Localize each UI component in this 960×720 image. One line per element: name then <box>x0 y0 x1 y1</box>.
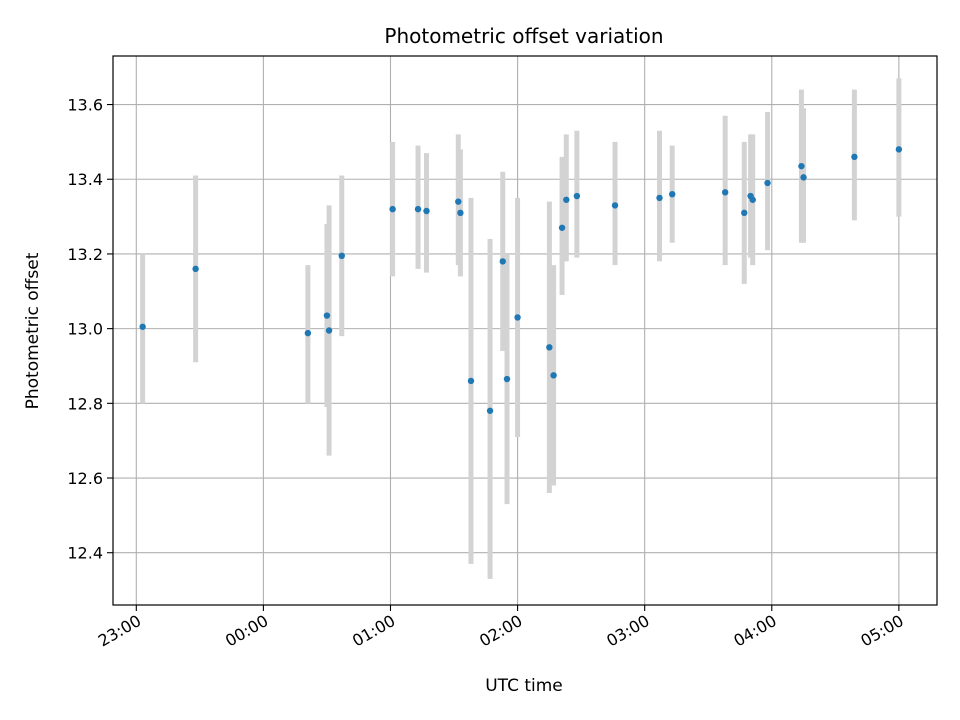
data-point <box>764 179 771 187</box>
chart-title: Photometric offset variation <box>384 24 663 48</box>
data-point <box>851 153 858 161</box>
data-point <box>749 196 756 203</box>
data-point <box>656 194 663 202</box>
data-point <box>486 407 494 414</box>
data-point <box>325 327 333 334</box>
data-point <box>611 202 619 209</box>
data-point <box>514 314 521 321</box>
data-point <box>895 146 903 153</box>
data-point <box>139 323 146 330</box>
data-point <box>798 162 805 170</box>
y-tick-label: 13.0 <box>67 320 103 339</box>
data-point <box>414 205 422 213</box>
y-axis-title: Photometric offset <box>23 252 43 409</box>
data-point <box>323 312 331 319</box>
y-tick-label: 13.2 <box>67 245 103 264</box>
data-point <box>721 189 729 196</box>
data-point <box>563 196 570 203</box>
data-point <box>558 224 566 231</box>
y-tick-label: 12.6 <box>67 469 103 488</box>
data-point <box>423 207 430 215</box>
y-tick-label: 13.6 <box>67 96 103 115</box>
data-point <box>573 192 581 200</box>
data-point <box>499 258 506 265</box>
y-tick-label: 13.4 <box>67 170 103 189</box>
plot-frame <box>112 55 938 606</box>
data-point <box>800 174 807 181</box>
data-point <box>338 252 345 260</box>
data-point <box>503 375 511 383</box>
data-point <box>669 190 676 198</box>
data-point <box>389 205 396 213</box>
y-axis: 12.4 12.6 12.8 13.0 13.2 13.4 13.6 <box>67 96 113 563</box>
data-point <box>741 209 748 217</box>
x-axis-title: UTC time <box>485 676 563 696</box>
data-point <box>457 209 464 217</box>
y-tick-label: 12.4 <box>67 544 103 563</box>
data-points <box>139 146 903 414</box>
y-tick-label: 12.8 <box>67 394 103 413</box>
data-point <box>455 198 462 205</box>
data-point <box>192 265 199 273</box>
data-point <box>467 377 475 385</box>
data-point <box>304 329 312 337</box>
data-point <box>550 372 557 379</box>
data-point <box>546 344 553 351</box>
